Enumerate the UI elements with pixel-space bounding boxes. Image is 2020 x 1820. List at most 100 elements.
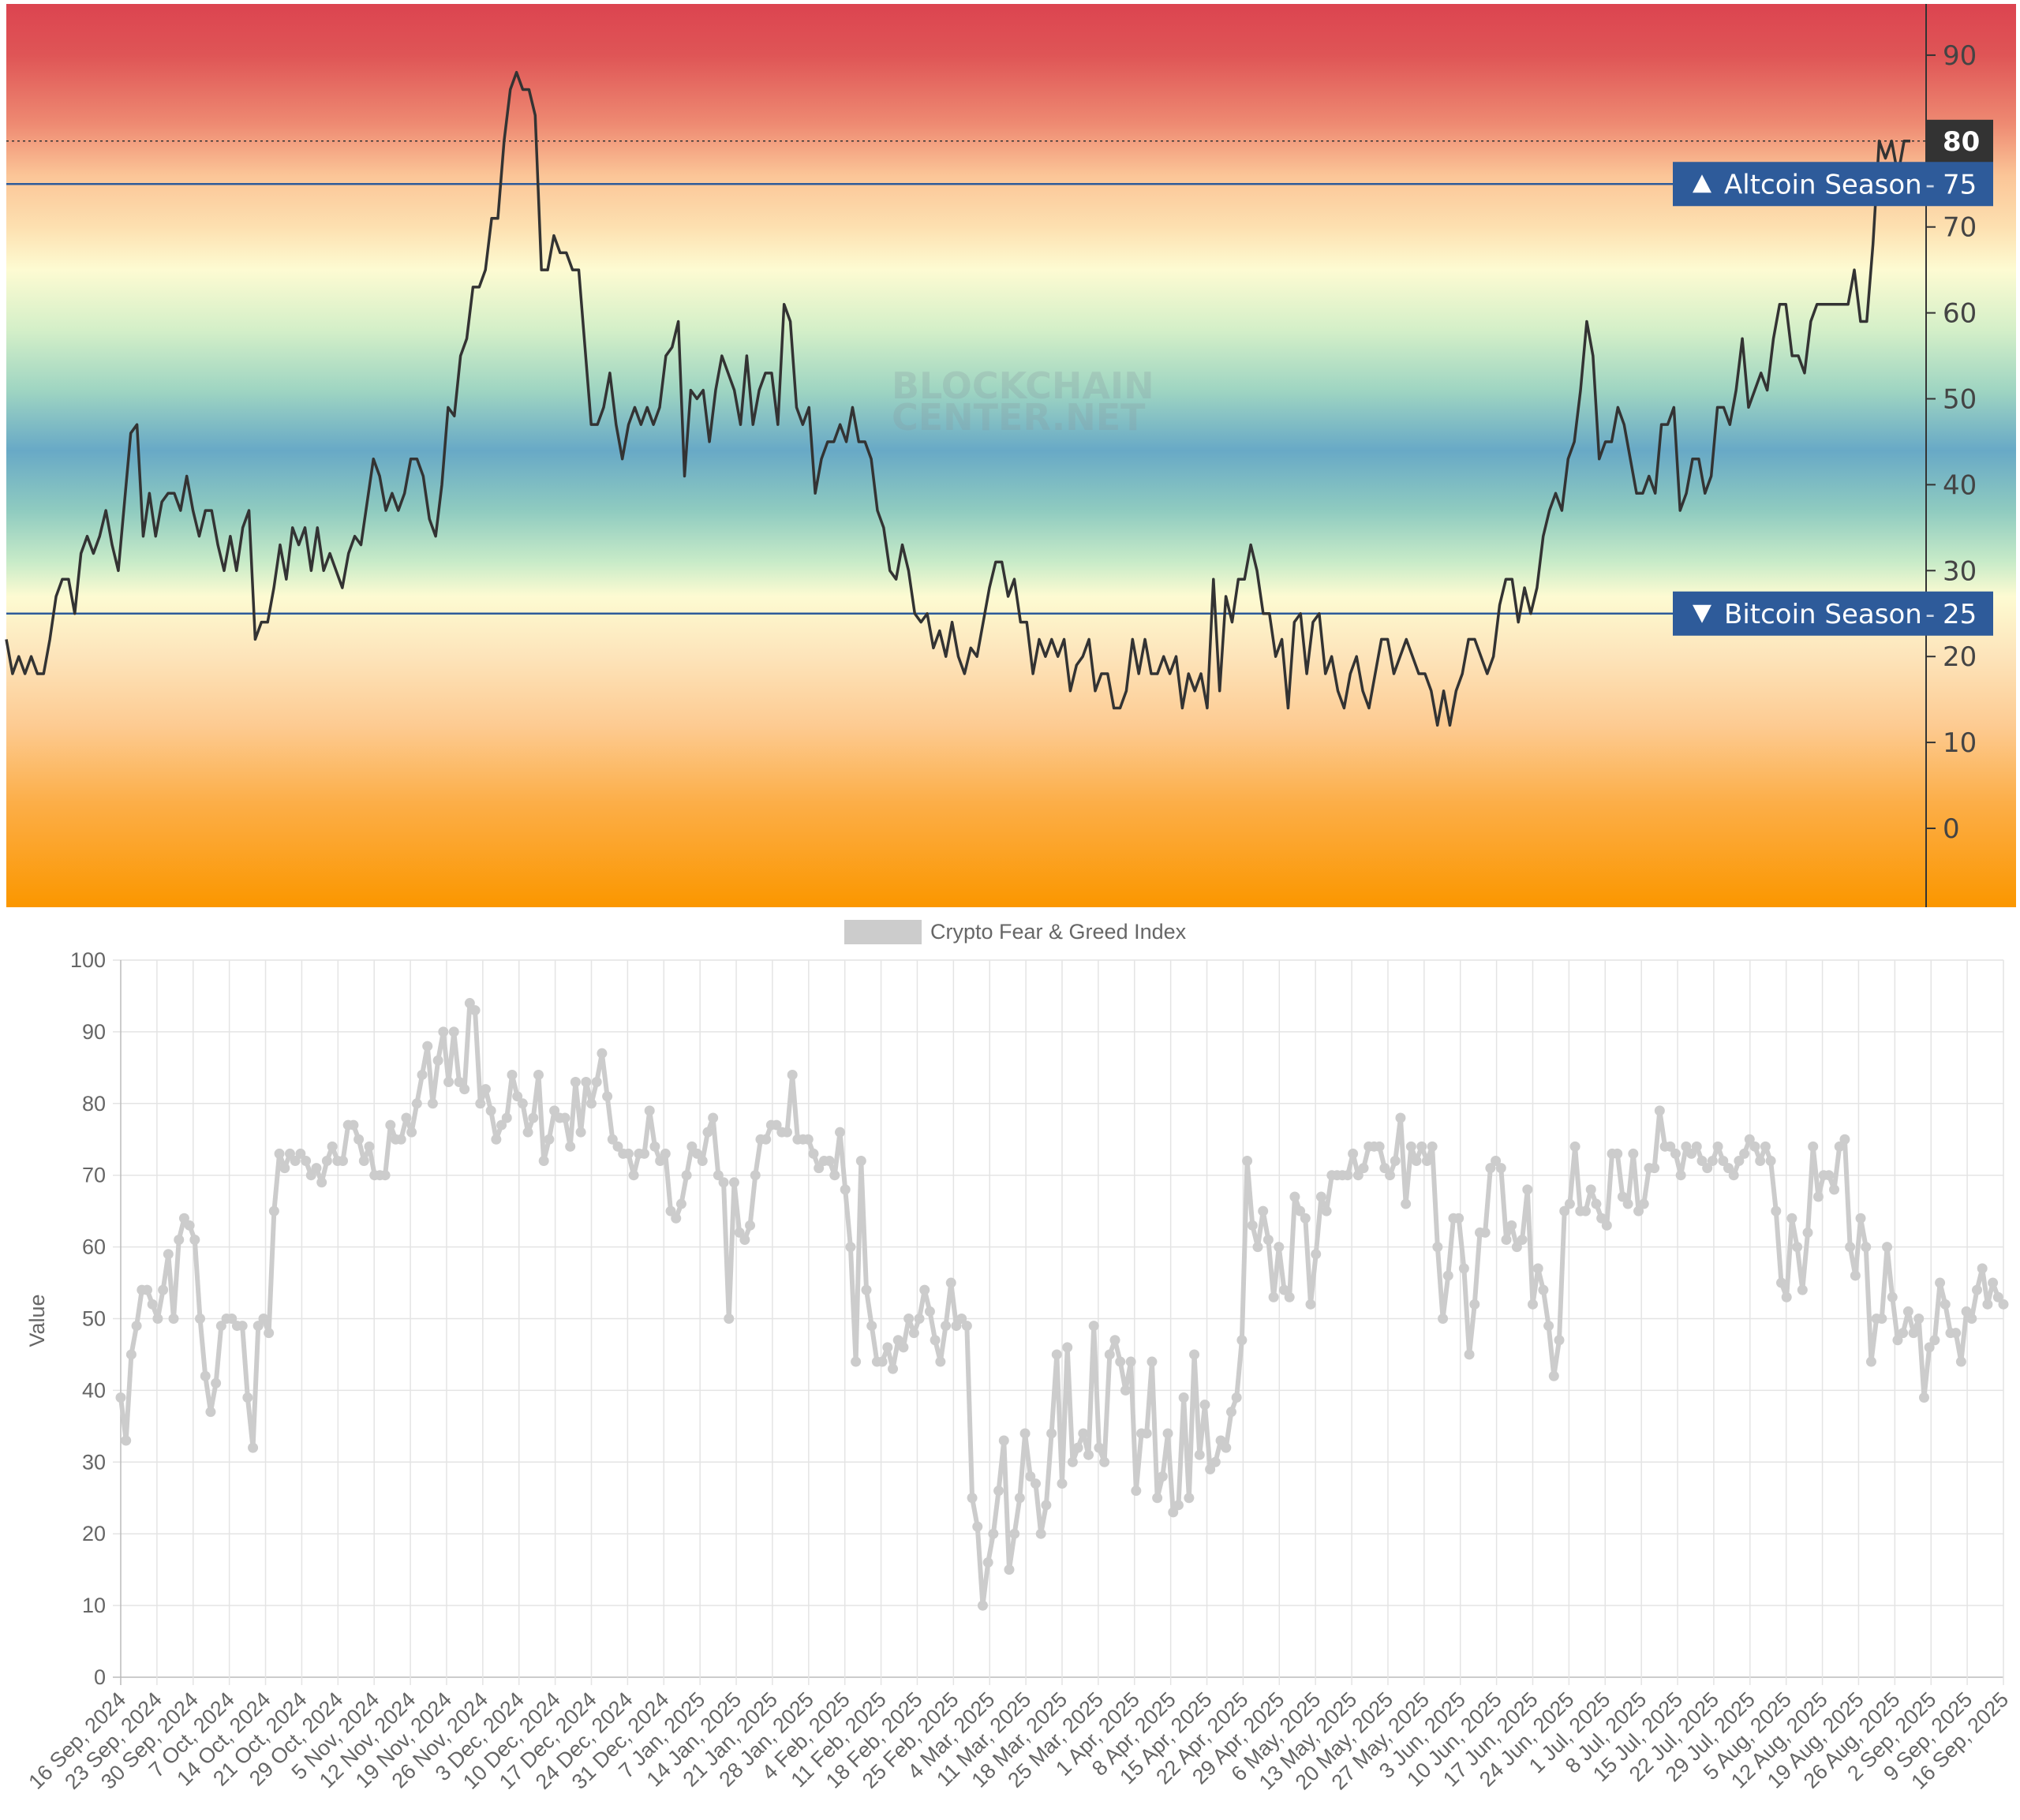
data-point [1458,1263,1469,1274]
threshold-dash: - [1925,599,1935,630]
x-tick-label: 15 Jul, 2025 [1588,1687,1687,1786]
y-tick-label: 90 [1943,40,1977,72]
data-point [1221,1442,1232,1453]
data-point [354,1134,365,1145]
y-tick-label: 80 [82,1092,106,1116]
data-point [258,1314,269,1324]
x-tick-label: 6 May, 2025 [1227,1687,1326,1786]
data-point [988,1528,999,1539]
data-point [1728,1170,1739,1181]
data-point [274,1148,285,1159]
x-tick-label: 10 Jun, 2025 [1402,1687,1506,1792]
data-point [1474,1227,1485,1238]
data-point [295,1148,306,1159]
data-point [432,1055,443,1066]
data-point [1067,1456,1078,1467]
data-point [163,1249,174,1260]
data-point [195,1314,206,1324]
data-point [660,1148,671,1159]
data-point [1961,1306,1972,1317]
data-point [1739,1148,1750,1159]
data-point [1120,1385,1131,1396]
data-point [1215,1435,1226,1446]
data-point [1495,1163,1506,1174]
data-point [866,1321,877,1332]
x-tick-label: 16 Sep, 2025 [1906,1687,2013,1794]
data-point [1702,1163,1713,1174]
data-point [1289,1191,1300,1202]
x-tick-label: 4 Mar, 2025 [903,1687,999,1784]
data-point [1924,1342,1935,1353]
data-point [1855,1213,1866,1224]
data-point [924,1306,935,1317]
threshold-value-altcoin: 75 [1943,169,1977,200]
data-point [1078,1428,1089,1439]
data-point [1051,1349,1062,1360]
data-point [147,1299,158,1310]
data-point [469,1005,481,1016]
data-point [1644,1163,1655,1174]
data-point [914,1314,925,1324]
x-tick-label: 28 Jan, 2025 [714,1687,818,1792]
data-point [152,1314,163,1324]
data-point [1591,1198,1602,1209]
data-point [1538,1284,1549,1295]
data-point [226,1314,238,1324]
data-point [454,1077,465,1088]
data-point [718,1177,729,1188]
data-point [792,1134,803,1145]
data-point [1675,1170,1686,1181]
data-point [728,1177,739,1188]
data-point [1326,1170,1337,1181]
data-point [702,1127,713,1138]
x-tick-label: 8 Jul, 2025 [1561,1687,1652,1778]
data-point [1464,1349,1475,1360]
x-tick-label: 1 Apr, 2025 [1051,1687,1144,1781]
data-point [1004,1564,1015,1575]
data-point [158,1284,169,1295]
data-point [1988,1277,1999,1288]
data-point [1025,1471,1036,1482]
data-point [1258,1205,1269,1216]
data-point [1665,1141,1676,1152]
data-point [174,1235,185,1246]
data-point [301,1156,312,1167]
data-point [1168,1507,1179,1518]
x-tick-label: 11 Mar, 2025 [932,1687,1035,1791]
data-point [607,1134,618,1145]
x-tick-label: 11 Feb, 2025 [787,1687,891,1792]
data-point [1829,1184,1840,1195]
data-point [675,1198,686,1209]
x-tick-label: 22 Apr, 2025 [1151,1687,1252,1788]
data-point [1501,1235,1512,1246]
data-point [697,1156,708,1167]
data-point [1548,1370,1559,1381]
data-point [1818,1170,1829,1181]
data-point [908,1328,919,1339]
data-point [1506,1220,1517,1231]
data-point [1612,1148,1623,1159]
data-point [1109,1335,1120,1346]
data-point [137,1284,148,1295]
data-point [1125,1356,1136,1367]
data-point [1194,1449,1205,1460]
data-point [1358,1163,1369,1174]
data-point [348,1119,359,1130]
data-point [290,1156,301,1167]
data-point [1147,1356,1158,1367]
data-point [332,1156,343,1167]
threshold-badge-bitcoin [1673,591,1993,636]
data-point [998,1435,1009,1446]
data-point [1654,1105,1665,1116]
data-point [1607,1148,1618,1159]
data-point [1311,1249,1322,1260]
data-point [1575,1205,1586,1216]
data-point [903,1314,915,1324]
data-point [1638,1198,1649,1209]
data-point [581,1077,592,1088]
data-point [1427,1141,1438,1152]
data-point [464,998,475,1009]
data-point [845,1242,856,1253]
data-point [734,1227,745,1238]
